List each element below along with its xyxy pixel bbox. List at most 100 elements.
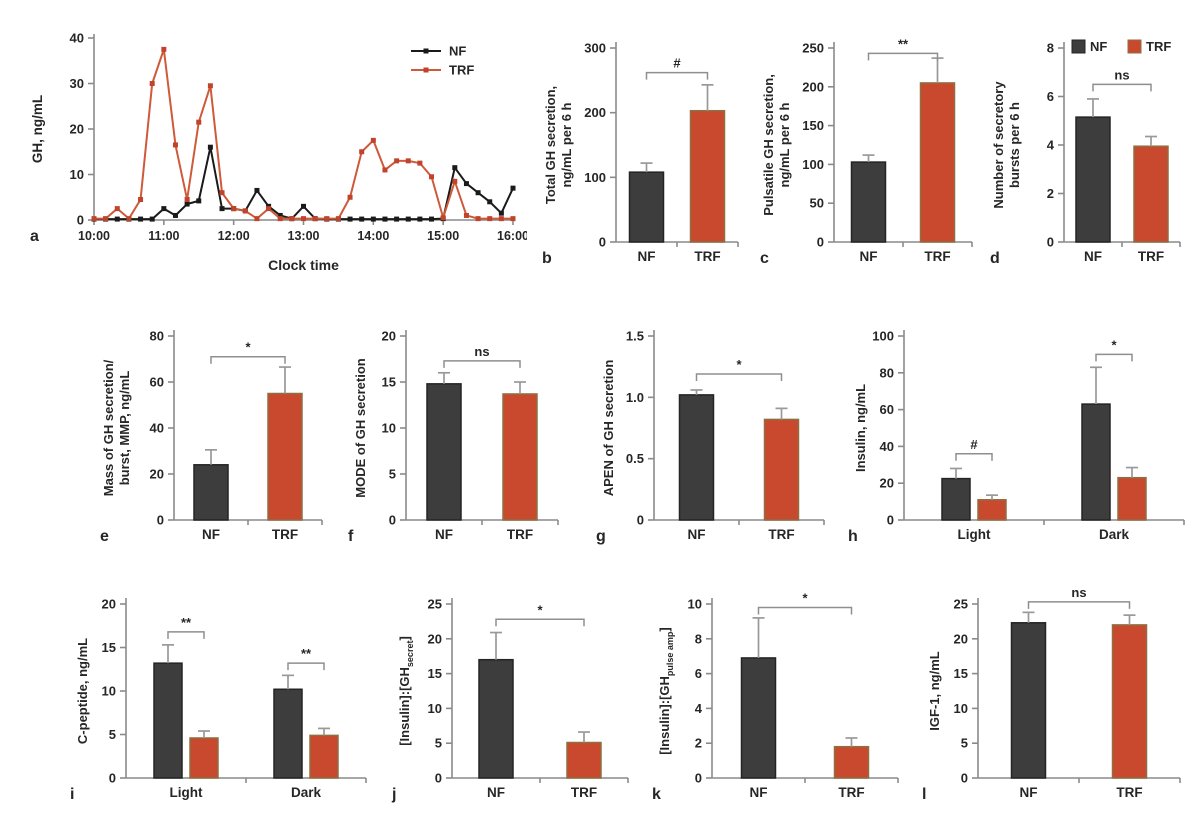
y-tick-label: 20 xyxy=(954,631,968,646)
y-axis-label: Total GH secretion, xyxy=(543,86,558,204)
y-tick-label: 10 xyxy=(70,167,84,182)
chart-svg-a: 0 10 20 30 40 10:00 11:00 12:00 13:00 14:00 15:00 1… xyxy=(30,31,527,274)
marker-trf xyxy=(429,174,435,180)
marker-nf xyxy=(149,216,155,222)
y-tick-label: 0 xyxy=(1047,235,1054,250)
marker-trf xyxy=(289,216,295,222)
marker-trf xyxy=(498,216,504,222)
x-tick-label: 11:00 xyxy=(148,229,179,243)
panel-letter: b xyxy=(542,250,552,267)
y-axis-label: bursts per 6 h xyxy=(1007,102,1022,188)
marker-nf xyxy=(196,198,202,204)
chart-svg-k: 0 2 4 6 8 10 NF TRF * [Insulin]:[GHpulse amp] k xyxy=(652,590,899,803)
y-tick-label: 40 xyxy=(150,421,164,436)
bar-nf-nf xyxy=(426,383,462,521)
marker-nf xyxy=(382,216,388,222)
y-axis-label: [Insulin]:[GHpulse amp] xyxy=(657,627,675,755)
x-category-label: NF xyxy=(1020,785,1038,800)
bar-nf-dark xyxy=(273,688,303,779)
bar-trf-trf xyxy=(502,393,538,521)
panel-c-pulsatile-gh: 0 50 100 150 200 250 NF TRF ** Pulsatile GH secre… xyxy=(756,12,984,284)
y-tick-label: 15 xyxy=(428,666,442,681)
marker-trf xyxy=(266,206,272,212)
marker-nf xyxy=(172,212,178,218)
chart-svg-l: 0 5 10 15 20 25 NF TRF ns IGF-1, ng/mL l xyxy=(922,585,1181,803)
y-tick-label: 2 xyxy=(1047,186,1054,201)
y-tick-label: 20 xyxy=(102,597,116,612)
y-tick-label: 2 xyxy=(695,736,702,751)
x-category-label: Light xyxy=(958,527,991,542)
significance-bracket xyxy=(167,631,205,639)
marker-trf xyxy=(335,216,341,222)
marker-trf xyxy=(184,197,190,203)
panel-b-total-gh-secretion: 0 100 200 300 NF TRF # Total GH secretion, ng/mL… xyxy=(538,12,750,284)
y-tick-label: 15 xyxy=(954,666,968,681)
y-tick-label: 0 xyxy=(157,513,164,528)
marker-trf xyxy=(161,46,167,52)
significance-label: # xyxy=(970,437,978,452)
x-category-label: Dark xyxy=(1099,527,1130,542)
y-tick-label: 60 xyxy=(880,402,894,417)
marker-trf xyxy=(510,216,516,222)
panel-letter: g xyxy=(596,528,606,545)
y-tick-label: 0 xyxy=(435,771,442,786)
x-category-label: NF xyxy=(860,249,878,264)
marker-nf xyxy=(114,216,120,222)
chart-svg-j: 0 5 10 15 20 25 NF TRF * [Insulin]:[GHsecret] j xyxy=(391,597,629,803)
y-axis-label: Number of secretory xyxy=(991,81,1006,209)
panel-letter: d xyxy=(990,250,1000,267)
bar-trf-light xyxy=(977,499,1007,521)
bar-trf-trf xyxy=(689,109,726,243)
bar-trf-trf xyxy=(267,392,303,521)
y-tick-label: 0 xyxy=(695,771,702,786)
x-axis-label: Clock time xyxy=(268,257,339,273)
marker-trf xyxy=(347,194,353,200)
chart-svg-e: 0 20 40 60 80 NF TRF * Mass of GH secretion/burs… xyxy=(100,329,323,545)
marker-trf xyxy=(254,216,260,222)
y-tick-label: 15 xyxy=(102,640,116,655)
panel-letter: c xyxy=(760,250,769,267)
marker-nf xyxy=(370,216,376,222)
bar-trf-trf xyxy=(919,82,956,243)
legend-swatch-trf xyxy=(1127,39,1142,54)
marker-trf xyxy=(207,83,213,89)
chart-svg-c: 0 50 100 150 200 250 NF TRF ** Pulsatile GH secre… xyxy=(760,36,973,267)
marker-nf xyxy=(394,216,400,222)
y-tick-label: 0.5 xyxy=(626,451,644,466)
y-tick-label: 25 xyxy=(428,597,442,612)
legend: NF TRF xyxy=(1071,39,1171,54)
panel-l-igf1: 0 5 10 15 20 25 NF TRF ns IGF-1, ng/mL l xyxy=(918,568,1192,820)
y-tick-label: 40 xyxy=(880,439,894,454)
marker-trf xyxy=(301,216,306,222)
bar-trf-trf xyxy=(1133,145,1169,243)
y-axis-label: GH, ng/mL xyxy=(30,95,45,163)
y-tick-label: 15 xyxy=(382,375,396,390)
y-tick-label: 10 xyxy=(382,421,396,436)
x-category-label: TRF xyxy=(571,785,597,800)
chart-svg-b: 0 100 200 300 NF TRF # Total GH secretion, ng/mL… xyxy=(542,41,739,267)
bar-nf-nf xyxy=(193,464,229,521)
significance-label: * xyxy=(537,602,543,617)
y-tick-label: 10 xyxy=(428,701,442,716)
y-axis-label: ng/mL per 6 h xyxy=(559,102,574,187)
bar-trf-trf xyxy=(1111,624,1148,779)
panel-letter: i xyxy=(70,786,74,803)
y-tick-label: 8 xyxy=(1047,41,1054,56)
marker-nf xyxy=(452,165,458,171)
marker-trf xyxy=(196,119,202,125)
bar-nf-dark xyxy=(1081,403,1111,521)
y-tick-label: 10 xyxy=(688,597,702,612)
marker-nf xyxy=(429,216,435,222)
y-tick-label: 150 xyxy=(802,118,824,133)
marker-nf xyxy=(463,181,469,187)
marker-nf xyxy=(405,216,411,222)
bar-trf-trf xyxy=(566,741,602,779)
bar-trf-dark xyxy=(309,734,339,779)
x-category-label: NF xyxy=(688,527,706,542)
y-tick-label: 1.5 xyxy=(626,329,644,344)
marker-trf xyxy=(219,190,225,196)
significance-label: * xyxy=(1111,337,1117,352)
bar-nf-nf xyxy=(850,161,887,243)
legend-marker-nf xyxy=(423,48,429,54)
y-axis-label: IGF-1, ng/mL xyxy=(927,651,942,731)
